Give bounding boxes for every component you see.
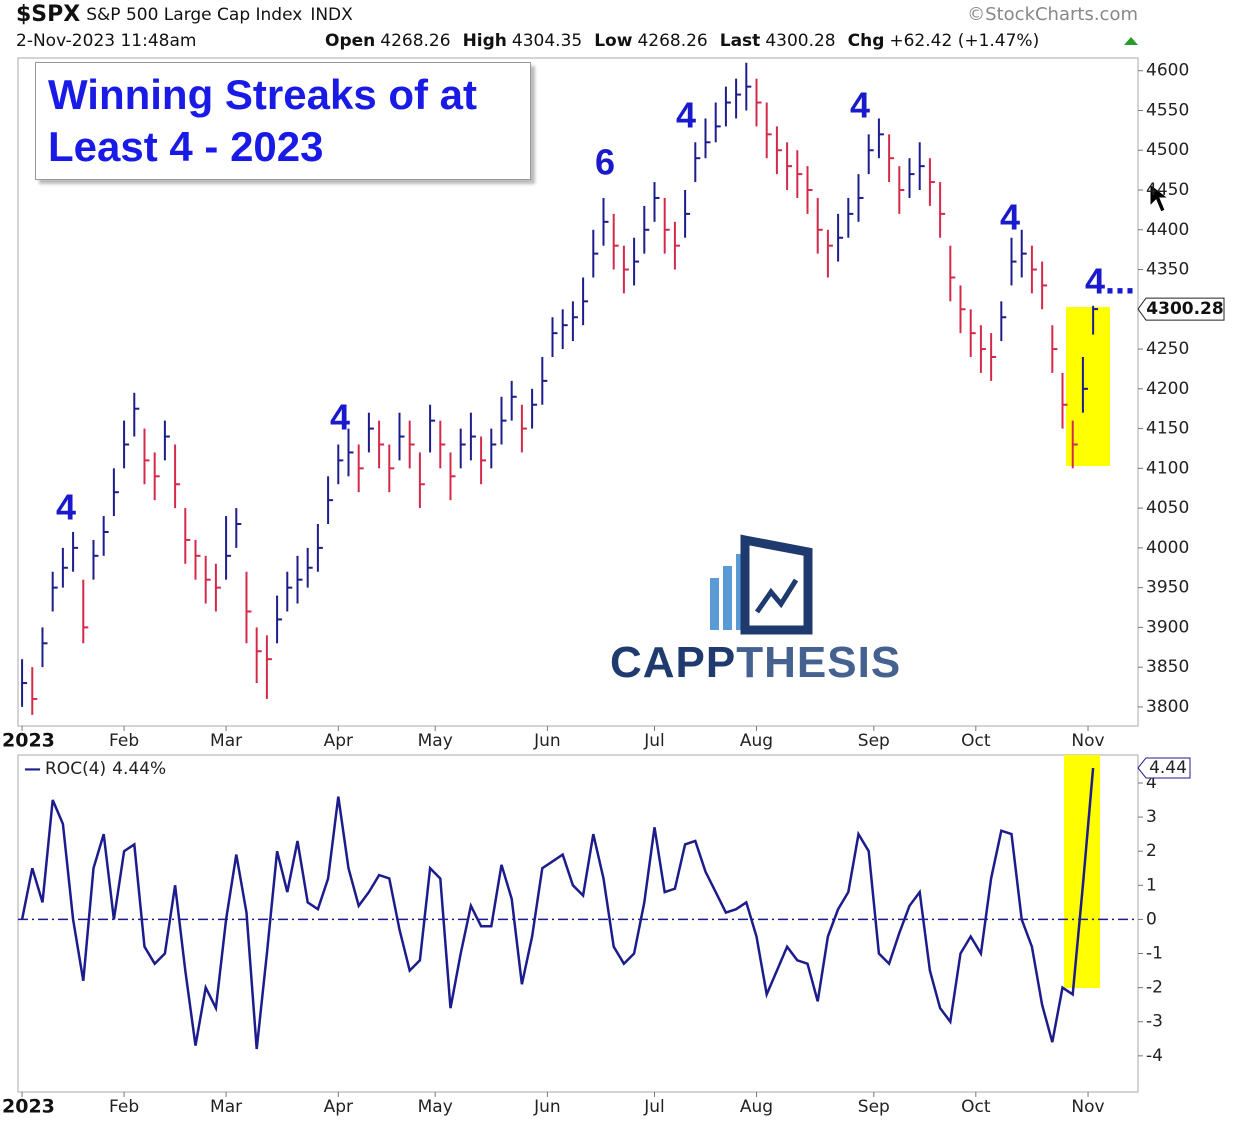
x-tick-label: Sep xyxy=(858,731,890,751)
y-tick-label: 4600 xyxy=(1146,61,1189,81)
line xyxy=(20,767,1095,1050)
logo-bar xyxy=(710,578,719,630)
header-line: $SPX S&P 500 Large Cap Index INDX xyxy=(16,2,353,27)
x-tick-label: May xyxy=(418,1097,453,1117)
y-tick-label: 3900 xyxy=(1146,617,1189,637)
annotation: 4 xyxy=(1000,197,1020,238)
legend: — ROC(4) 4.44% xyxy=(24,759,166,779)
y-tick-label: 4100 xyxy=(1146,458,1189,478)
x-tick-label: 2023 xyxy=(2,1096,55,1118)
logo-frame xyxy=(740,534,813,635)
y-tick-label: -2 xyxy=(1146,978,1163,998)
x-tick-label: Feb xyxy=(109,731,139,751)
y-tick-label: 4250 xyxy=(1146,339,1189,359)
x-tick-label: Apr xyxy=(324,1097,353,1117)
quote-value: 4268.26 xyxy=(380,31,450,51)
annotation: 4 xyxy=(330,397,350,438)
x-tick-label: Jul xyxy=(643,731,665,751)
cursor xyxy=(1149,182,1170,213)
last-tag xyxy=(1137,757,1191,779)
quote-label: Low xyxy=(594,31,633,51)
x-tick-label: Mar xyxy=(210,731,242,751)
symbol: $SPX xyxy=(16,2,80,27)
annotation: 4 xyxy=(850,85,870,126)
quote-value: +62.42 (+1.47%) xyxy=(889,31,1039,51)
x-tick-label: Nov xyxy=(1071,731,1104,751)
y-tick-label: 4400 xyxy=(1146,220,1189,240)
x-tick-label: Aug xyxy=(740,1097,773,1117)
logo-bar xyxy=(723,566,732,630)
annotation: 4 xyxy=(56,487,76,528)
quote-value: 4300.28 xyxy=(765,31,835,51)
watermark: CAPPTHESIS xyxy=(610,638,901,687)
annotation: 4 xyxy=(676,95,696,136)
quote-line: Open 4268.26 High 4304.35 Low 4268.26 Last 4300… xyxy=(325,31,1039,51)
annotation: 6 xyxy=(595,142,615,183)
watermark-part: THESIS xyxy=(736,638,901,687)
x-tick-label: Oct xyxy=(961,731,991,751)
y-tick-label: -4 xyxy=(1146,1046,1163,1066)
quote-label: High xyxy=(463,31,507,51)
y-tick-label: 4150 xyxy=(1146,419,1189,439)
roc-panel xyxy=(17,754,1139,1093)
x-tick-label: Jun xyxy=(533,731,561,751)
x-tick-label: Nov xyxy=(1071,1097,1104,1117)
logo-arrow xyxy=(754,578,799,614)
y-tick-label: 3850 xyxy=(1146,657,1189,677)
quote-value: 4304.35 xyxy=(512,31,582,51)
up-arrow xyxy=(1124,37,1138,45)
y-tick-label: 4050 xyxy=(1146,498,1189,518)
y-tick-label: 4200 xyxy=(1146,379,1189,399)
x-tick-label: Jul xyxy=(643,1097,665,1117)
legend-value: 4.44% xyxy=(112,759,166,779)
x-tick-label: 2023 xyxy=(2,730,55,752)
y-tick-label: -1 xyxy=(1146,944,1163,964)
y-tick-label: 3800 xyxy=(1146,697,1189,717)
last-tag xyxy=(1137,297,1225,321)
index-name: S&P 500 Large Cap Index xyxy=(86,5,302,25)
quote-label: Open xyxy=(325,31,375,51)
x-tick-label: Oct xyxy=(961,1097,991,1117)
logo-icon xyxy=(710,534,813,635)
x-tick-label: Jun xyxy=(533,1097,561,1117)
legend-name: ROC(4) xyxy=(45,759,106,779)
quote-label: Chg xyxy=(848,31,885,51)
last-value: 4.44 xyxy=(1149,758,1187,778)
x-tick-label: May xyxy=(418,731,453,751)
x-tick-label: Feb xyxy=(109,1097,139,1117)
y-tick-label: 0 xyxy=(1146,909,1157,929)
y-tick-label: 3 xyxy=(1146,807,1157,827)
y-tick-label: 3950 xyxy=(1146,578,1189,598)
y-tick-label: 4350 xyxy=(1146,260,1189,280)
y-tick-label: 4450 xyxy=(1146,180,1189,200)
date: 2-Nov-2023 11:48am xyxy=(16,31,196,51)
quote-label: Last xyxy=(720,31,761,51)
watermark-part: CAPP xyxy=(610,638,736,687)
quote-value: 4268.26 xyxy=(637,31,707,51)
y-tick-label: 4500 xyxy=(1146,140,1189,160)
highlight xyxy=(1064,755,1100,988)
x-tick-label: Sep xyxy=(858,1097,890,1117)
y-tick-label: 1 xyxy=(1146,875,1157,895)
legend-swatch: — xyxy=(24,759,41,779)
y-tick-label: -3 xyxy=(1146,1012,1163,1032)
annotation: 4... xyxy=(1085,261,1135,302)
source: ©StockCharts.com xyxy=(967,4,1138,25)
exchange: INDX xyxy=(310,5,353,25)
x-tick-label: Aug xyxy=(740,731,773,751)
x-tick-label: Apr xyxy=(324,731,353,751)
last-value: 4300.28 xyxy=(1146,299,1223,319)
y-tick-label: 4000 xyxy=(1146,538,1189,558)
y-tick-label: 4 xyxy=(1146,773,1157,793)
y-tick-label: 2 xyxy=(1146,841,1157,861)
y-tick-label: 4550 xyxy=(1146,100,1189,120)
x-tick-label: Mar xyxy=(210,1097,242,1117)
title-box: Winning Streaks of at Least 4 - 2023 xyxy=(35,62,531,180)
